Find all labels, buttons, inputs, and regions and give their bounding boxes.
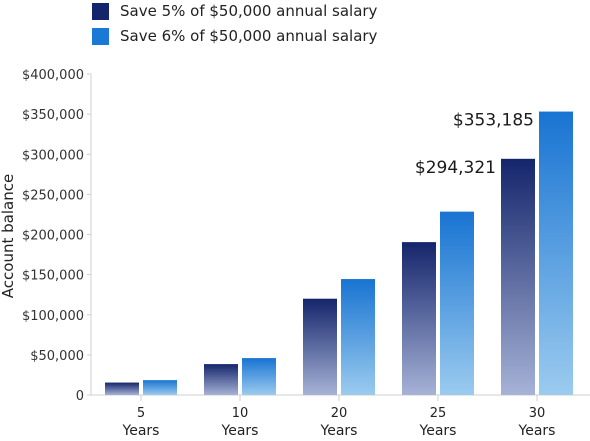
y-tick-label: $400,000 — [22, 68, 84, 83]
annotations-group: $294,321 $353,185 — [415, 111, 534, 178]
bar-series-1-25-years — [402, 242, 436, 395]
x-axis: 5 Years 10 Years 20 Years 25 Years 30 Years — [91, 394, 590, 439]
bar-series-2-25-years — [440, 211, 474, 395]
legend-swatch-save-6-percent — [92, 27, 109, 45]
x-tick-label: 20 Years — [320, 406, 358, 439]
legend-item-save-6-percent: Save 6% of $50,000 annual salary — [92, 25, 377, 47]
legend-item-save-5-percent: Save 5% of $50,000 annual salary — [92, 0, 377, 22]
bar-series-2-20-years — [341, 279, 375, 395]
legend-label-save-6-percent: Save 6% of $50,000 annual salary — [120, 27, 378, 45]
x-tick-label: 30 Years — [518, 406, 556, 439]
y-tick-label: $50,000 — [30, 349, 84, 364]
y-tick-label: 0 — [76, 389, 84, 404]
legend-label-save-5-percent: Save 5% of $50,000 annual salary — [120, 2, 378, 20]
x-tick-label: 5 Years — [122, 406, 160, 439]
y-tick-label: $150,000 — [22, 269, 84, 284]
x-tick-label: 10 Years — [221, 406, 259, 439]
value-annotation: $294,321 — [415, 158, 496, 178]
y-tick-label: $100,000 — [22, 309, 84, 324]
bar-series-2-30-years — [539, 111, 573, 396]
y-axis-title: Account balance — [0, 174, 17, 298]
legend-swatch-save-5-percent — [92, 2, 109, 20]
y-axis: 0 $50,000 $100,000 $150,000 $200,000 $250,000… — [22, 68, 92, 404]
bar-series-1-5-years — [105, 382, 139, 395]
y-tick-label: $300,000 — [22, 148, 84, 163]
bar-series-1-30-years — [501, 158, 535, 395]
bars-group — [105, 111, 573, 396]
value-annotation: $353,185 — [453, 111, 534, 131]
bar-series-1-20-years — [303, 298, 337, 395]
y-tick-label: $350,000 — [22, 108, 84, 123]
y-tick-label: $250,000 — [22, 188, 84, 203]
bar-series-2-5-years — [143, 380, 177, 395]
bar-series-2-10-years — [242, 358, 276, 395]
bar-series-1-10-years — [204, 364, 238, 395]
y-tick-label: $200,000 — [22, 229, 84, 244]
x-tick-label: 25 Years — [419, 406, 457, 439]
